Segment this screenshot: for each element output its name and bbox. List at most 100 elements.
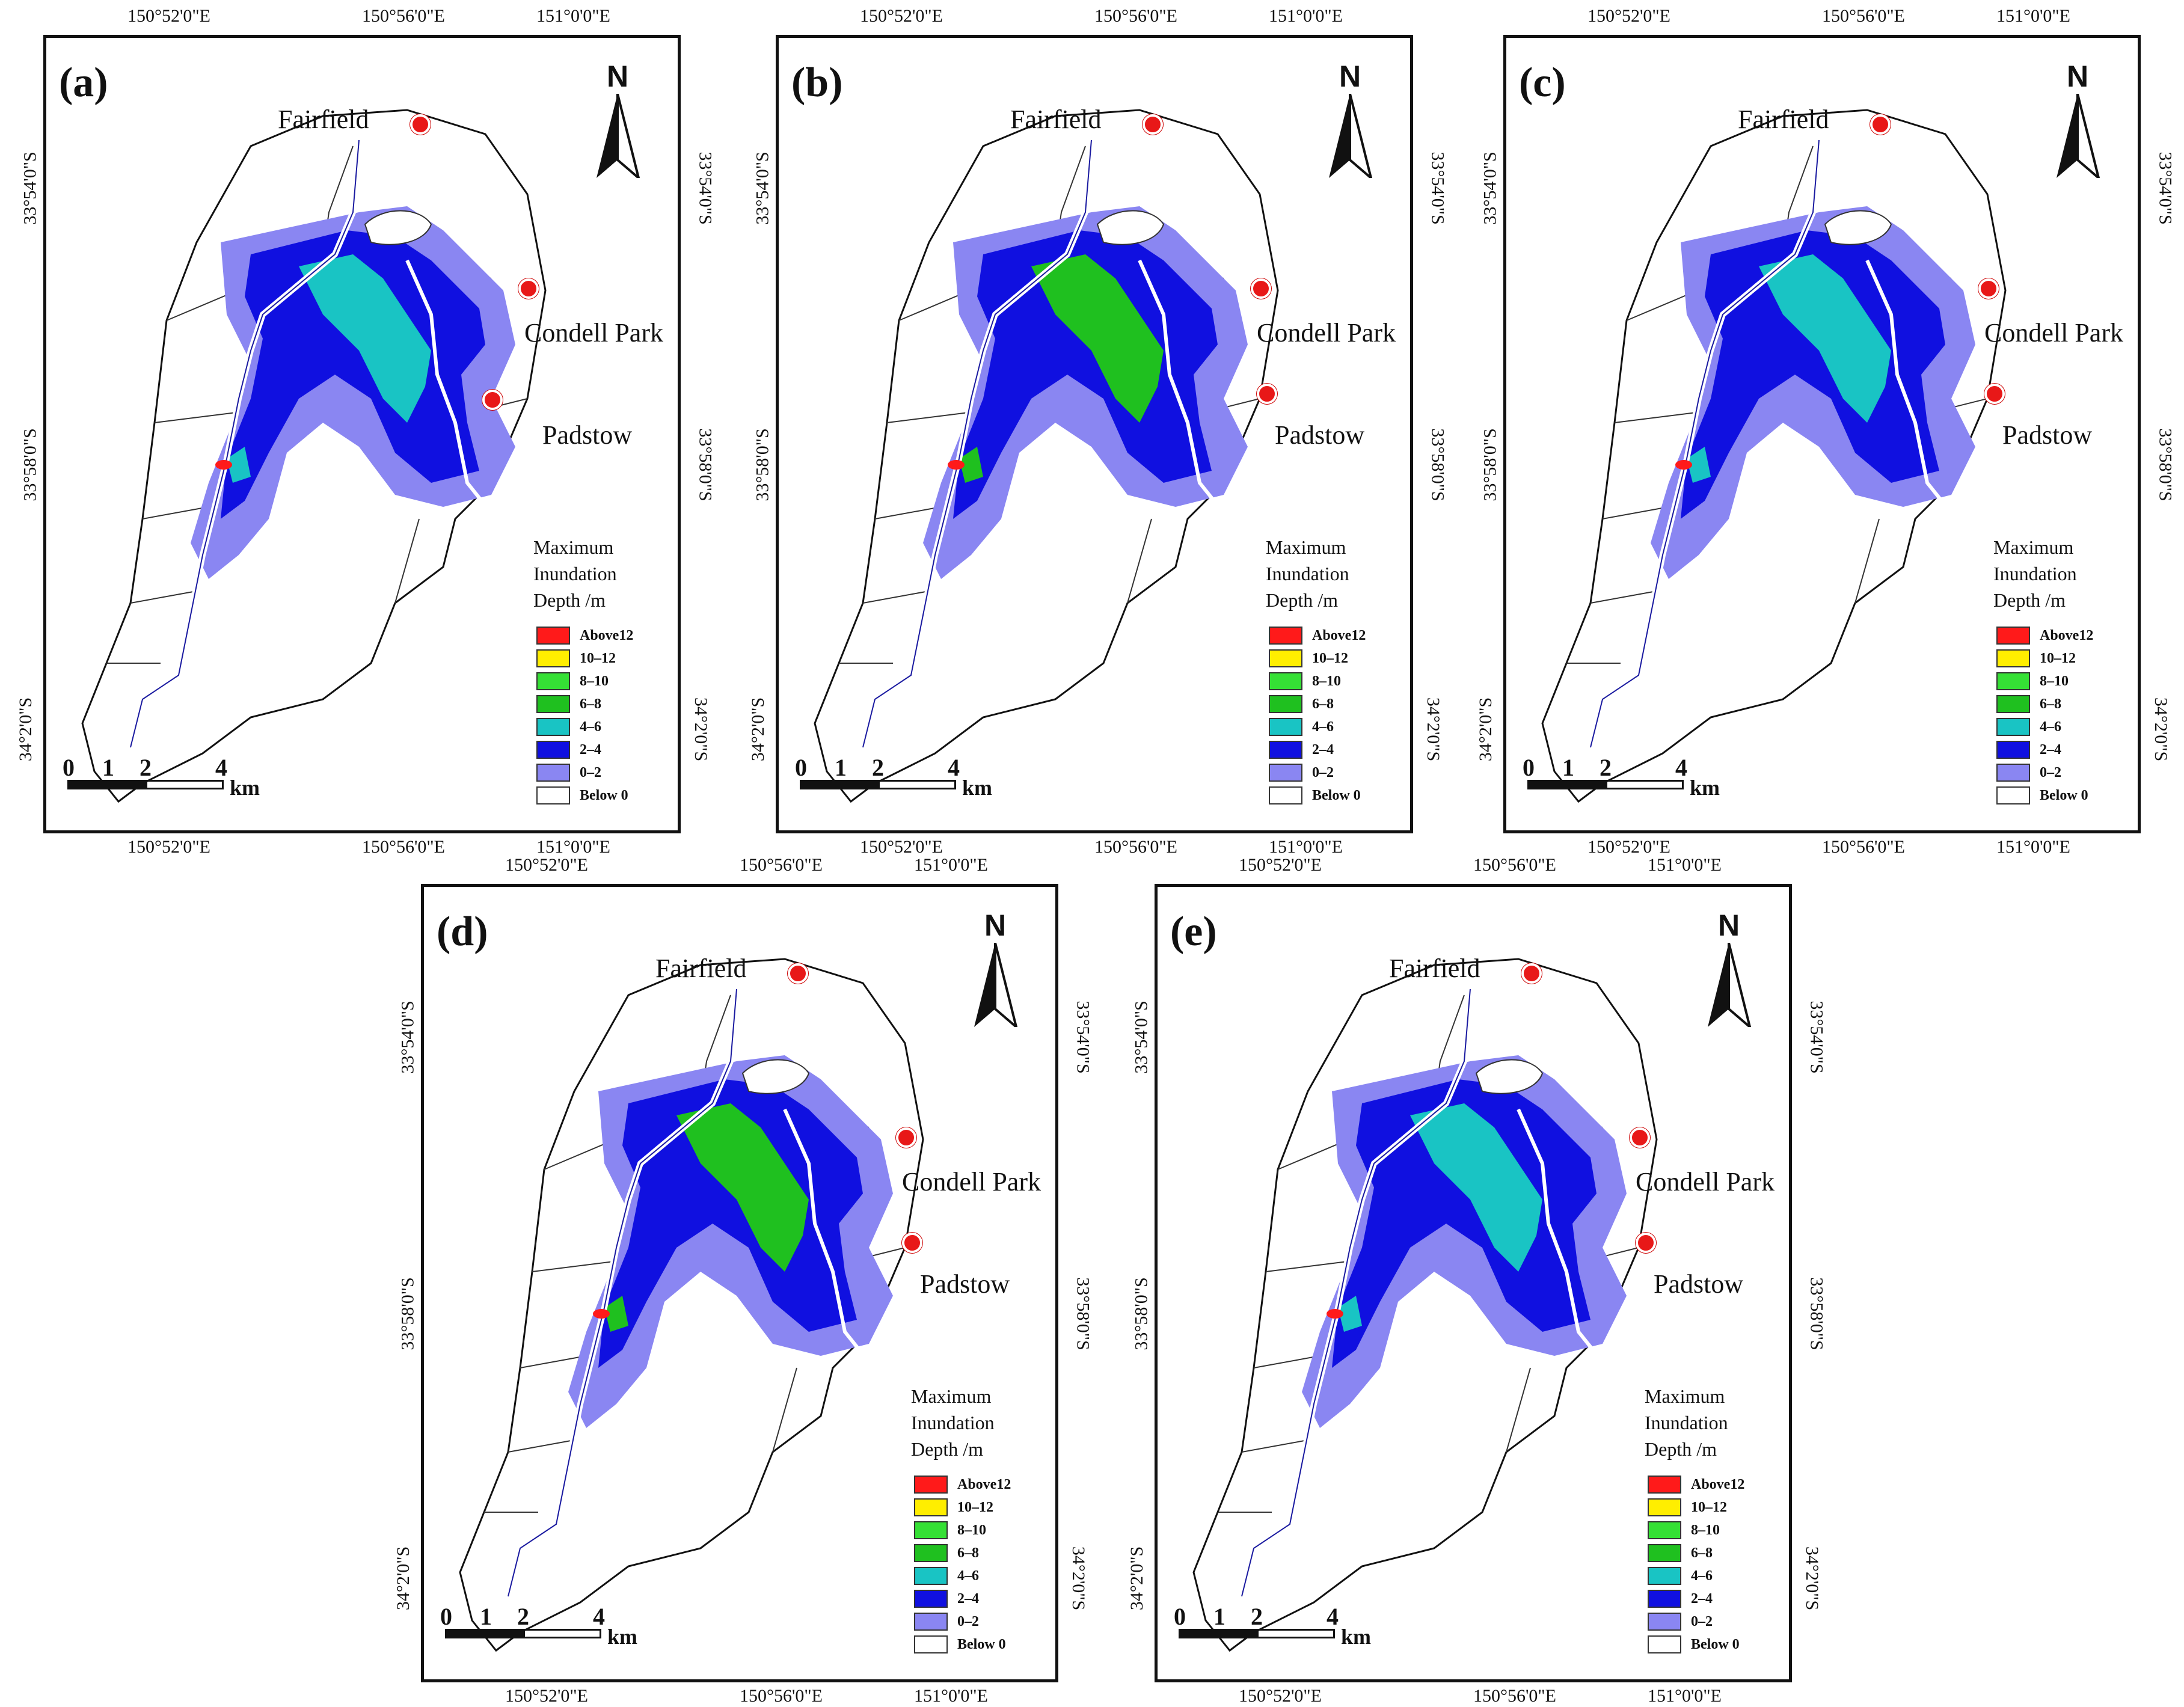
panel-label: (e) [1170,909,1217,955]
panel-label: (c) [1519,60,1566,106]
coord-label-left: 33°54'0"S [20,152,40,225]
legend-item: Below 0 [536,784,633,807]
legend-swatch [1269,786,1302,804]
north-arrow-icon [1708,942,1752,1031]
legend-item: 2–4 [914,1587,1011,1610]
scale-tick: 1 [1562,754,1574,781]
legend-item: 2–4 [1996,738,2093,761]
coord-label-left: 33°58'0"S [20,428,40,501]
legend-label: Above12 [580,627,634,643]
north-arrow-icon [974,942,1019,1031]
scale-tick: 2 [517,1603,529,1630]
legend-title-line: Inundation [1266,563,1349,584]
legend: Above12 10–12 8–10 6–8 4–6 2–4 0–2 Below 0 [1269,624,1366,807]
legend-label: 4–6 [1691,1568,1713,1584]
coord-label-bottom: 151°0'0"E [1648,1686,1722,1706]
legend-label: 0–2 [2040,764,2061,780]
coord-label-top: 151°0'0"E [1269,6,1343,26]
place-condell-park: Condell Park [524,318,663,348]
scale-unit: km [1341,1625,1372,1649]
scale-tick: 0 [440,1603,452,1630]
coord-label-top: 150°52'0"E [1239,855,1322,875]
legend-swatch [1648,1635,1681,1653]
legend-item: Above12 [914,1473,1011,1496]
legend-item: 2–4 [1269,738,1366,761]
legend-title-line: Maximum [1993,536,2074,558]
scale-bar: 0 1 2 4 km [795,753,992,800]
legend-item: 0–2 [914,1610,1011,1633]
fairfield-marker [1870,114,1891,135]
coord-label-bottom: 150°52'0"E [505,1686,588,1706]
inundation-map [459,958,924,1652]
legend-swatch [1648,1476,1681,1494]
coord-label-top: 150°52'0"E [127,6,210,26]
legend-item: 8–10 [536,670,633,693]
legend-title-line: Maximum [1266,536,1346,558]
coord-label-top: 150°56'0"E [1473,855,1556,875]
legend-swatch [1996,741,2030,759]
legend-label: Above12 [957,1476,1011,1492]
north-arrow: N [1317,59,1383,182]
place-padstow: Padstow [542,420,633,450]
legend-item: 6–8 [1996,693,2093,716]
legend-label: 10–12 [2040,650,2076,666]
north-label: N [1717,909,1740,942]
legend-item: 2–4 [1648,1587,1744,1610]
legend-swatch [536,718,570,736]
scale-tick: 0 [1523,754,1535,781]
legend-label: 4–6 [2040,719,2061,735]
legend-label: 2–4 [957,1590,979,1607]
scale-bar: 0 1 2 4 km [63,753,260,800]
legend-item: 4–6 [536,716,633,738]
inundation-zone-medium [1681,230,1945,519]
scale-ticks: 0 1 2 4 [63,753,227,781]
legend-title: Maximum Inundation Depth /m [1645,1383,1728,1462]
lake [1096,210,1165,245]
legend-swatch [1269,649,1302,667]
coord-label-left: 33°54'0"S [1480,152,1500,225]
coord-label-bottom: 150°52'0"E [127,837,210,857]
legend-swatch [536,786,570,804]
legend-label: 6–8 [2040,696,2061,712]
legend-label: Below 0 [2040,787,2088,803]
lake [1824,210,1892,245]
legend-title-line: Depth /m [1993,589,2066,611]
legend-label: 0–2 [957,1613,979,1629]
legend-swatch [1269,741,1302,759]
legend-swatch [1648,1613,1681,1631]
legend-label: Above12 [2040,627,2094,643]
legend-item: 8–10 [1648,1519,1744,1542]
legend-label: 6–8 [1312,696,1334,712]
north-label: N [606,60,629,93]
scale-unit: km [607,1625,638,1649]
place-fairfield: Fairfield [655,954,747,983]
legend-label: Below 0 [580,787,628,803]
legend-label: Below 0 [1312,787,1361,803]
inundation-map [1541,109,2007,803]
scale-ticks: 0 1 2 4 [795,753,960,781]
legend-label: 6–8 [957,1545,979,1561]
place-fairfield: Fairfield [1389,954,1480,983]
padstow-marker [1636,1233,1656,1253]
place-condell-park: Condell Park [1636,1167,1774,1197]
coord-label-right: 33°58'0"S [1806,1277,1827,1350]
legend-item: 10–12 [1269,647,1366,670]
creek [1865,259,1953,514]
legend-item: Above12 [536,624,633,647]
creek [783,1108,871,1363]
legend-label: 8–10 [1691,1522,1720,1538]
coord-label-left: 33°58'0"S [1480,428,1500,501]
coord-label-right: 33°58'0"S [695,428,716,501]
north-arrow: N [962,908,1028,1031]
creek [405,259,493,514]
fairfield-marker [1521,963,1542,984]
coord-label-right: 33°58'0"S [1073,1277,1093,1350]
scale-unit: km [230,776,260,800]
legend-swatch [1996,649,2030,667]
hotspot-above-12 [1675,460,1692,470]
legend-swatch [1996,764,2030,782]
map-frame [1503,35,2141,833]
place-padstow: Padstow [1275,420,1365,450]
coord-label-right: 34°2'0"S [1423,697,1444,762]
scale-bar-graphic [445,1629,601,1638]
